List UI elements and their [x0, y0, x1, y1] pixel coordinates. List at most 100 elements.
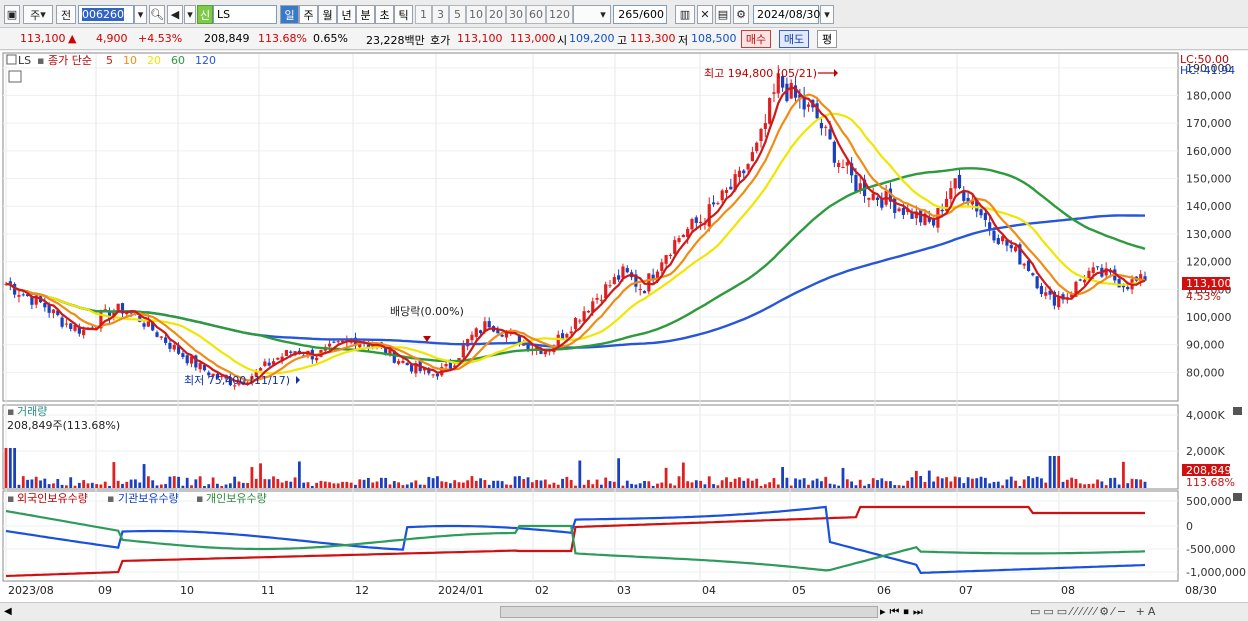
period-tab-3[interactable]: 년	[337, 5, 356, 24]
volume-bar	[345, 481, 349, 488]
volume-bar	[151, 480, 155, 488]
speaker-dropdown-icon[interactable]: ▾	[184, 5, 196, 24]
candle-body	[858, 183, 862, 191]
volume-bar	[776, 484, 780, 488]
volume-bar	[664, 467, 668, 488]
speaker-icon[interactable]: ◀	[167, 5, 183, 24]
chart-area[interactable]: 190,000 180,000 170,000 160,000 150,000 140,0…	[0, 51, 1248, 602]
date-input[interactable]: 2024/08/30	[753, 5, 820, 24]
candle-body	[1095, 266, 1100, 268]
volume-bar	[1113, 477, 1117, 488]
candle-body	[677, 238, 681, 242]
x-tick-label: 07	[959, 584, 973, 597]
scroll-left-icon[interactable]: ◀	[4, 606, 12, 617]
volume-bar	[1096, 479, 1099, 488]
candle-body	[51, 309, 56, 314]
count-input[interactable]: 265/600	[613, 5, 667, 24]
candle-body	[1009, 244, 1013, 249]
volume-bar	[716, 485, 720, 488]
code-input[interactable]: 006260	[78, 5, 134, 24]
candle-body	[327, 343, 332, 347]
mode-select[interactable]: 주 ▾	[23, 5, 53, 24]
interval-tab-20[interactable]: 20	[486, 5, 506, 24]
candle-body	[789, 82, 793, 99]
period-tab-5[interactable]: 초	[375, 5, 394, 24]
gear-icon[interactable]: ⚙	[733, 5, 749, 24]
candle-body	[422, 368, 427, 371]
volume-bar	[742, 480, 746, 488]
candle-body	[798, 94, 802, 100]
candle-body	[802, 95, 806, 110]
candle-body	[69, 323, 73, 329]
save-icon[interactable]: ▤	[715, 5, 731, 24]
candle-icon[interactable]: ▥	[675, 5, 695, 24]
search-icon[interactable]: 🔍︎	[149, 5, 165, 24]
volume-bar	[336, 483, 340, 488]
table-icon[interactable]	[8, 70, 22, 83]
candle-body	[716, 203, 720, 205]
candle-body	[95, 327, 99, 329]
period-tab-6[interactable]: 틱	[394, 5, 413, 24]
scroll-thumb[interactable]	[500, 606, 878, 618]
volume-bar	[194, 479, 198, 488]
prev-button[interactable]: 전	[56, 5, 76, 24]
volume-bar	[207, 484, 211, 488]
interval-tab-30[interactable]: 30	[506, 5, 526, 24]
holder-close-icon[interactable]	[1233, 493, 1242, 501]
volume-bar	[379, 477, 383, 488]
candle-body	[181, 353, 185, 357]
open-label: 시	[557, 34, 568, 47]
volume-title: 거래량	[17, 405, 47, 418]
lc-label: LC:50.00	[1180, 53, 1229, 66]
candle-body	[13, 284, 17, 295]
interval-tab-3[interactable]: 3	[432, 5, 449, 24]
crosshair-icon[interactable]: ✕	[697, 5, 713, 24]
period-tab-2[interactable]: 월	[318, 5, 337, 24]
bottom-scrollbar[interactable]: ◀ ▸⏮⏹⏭ ▭▭▭⁄⁄⁄⁄⁄⁄⚙⁄− +A	[0, 602, 1248, 621]
candle-body	[1022, 263, 1026, 266]
volume-bar	[526, 477, 530, 488]
candle-body	[388, 349, 392, 356]
shin-badge[interactable]: 신	[197, 5, 213, 24]
interval-tab-120[interactable]: 120	[546, 5, 573, 24]
candle-body	[336, 341, 340, 343]
volume-bar	[681, 462, 685, 488]
volume-bar	[30, 479, 34, 488]
legend-toggle-icon[interactable]	[6, 54, 17, 65]
calendar-dropdown-icon[interactable]: ▾	[820, 5, 834, 24]
candle-body	[867, 197, 871, 200]
volume-bar	[867, 483, 871, 488]
candle-body	[793, 85, 798, 98]
candle-body	[880, 198, 884, 208]
code-dropdown-icon[interactable]: ▾	[134, 5, 147, 24]
volume-bar	[17, 484, 21, 488]
volume-bar	[703, 484, 707, 488]
period-tab-4[interactable]: 분	[356, 5, 375, 24]
price-tick-label: 80,000	[1186, 366, 1225, 379]
candle-body	[405, 362, 409, 366]
window-icon[interactable]: ▣	[4, 5, 20, 24]
interval-select[interactable]: ▾	[573, 5, 611, 24]
period-tab-0[interactable]: 일	[280, 5, 299, 24]
buy-button[interactable]: 매수	[741, 30, 771, 48]
draw-tools[interactable]: ▭▭▭⁄⁄⁄⁄⁄⁄⚙⁄− +A	[1030, 605, 1159, 618]
period-tab-1[interactable]: 주	[299, 5, 318, 24]
interval-tab-10[interactable]: 10	[466, 5, 486, 24]
volume-close-icon[interactable]	[1233, 407, 1242, 415]
volume-bar	[47, 484, 51, 488]
sell-button[interactable]: 매도	[779, 30, 809, 48]
price-tick-label: 180,000	[1186, 90, 1232, 103]
candle-body	[763, 123, 767, 129]
name-field[interactable]: LS	[213, 5, 277, 24]
volume-bar	[1126, 483, 1130, 488]
nav-buttons[interactable]: ▸⏮⏹⏭	[880, 605, 927, 618]
interval-tab-1[interactable]: 1	[415, 5, 432, 24]
volume-bar	[332, 483, 336, 488]
candle-body	[828, 129, 832, 140]
interval-tab-5[interactable]: 5	[449, 5, 466, 24]
candle-body	[211, 373, 215, 377]
candle-body	[470, 334, 474, 341]
interval-tab-60[interactable]: 60	[526, 5, 546, 24]
even-button[interactable]: 평	[817, 30, 837, 48]
